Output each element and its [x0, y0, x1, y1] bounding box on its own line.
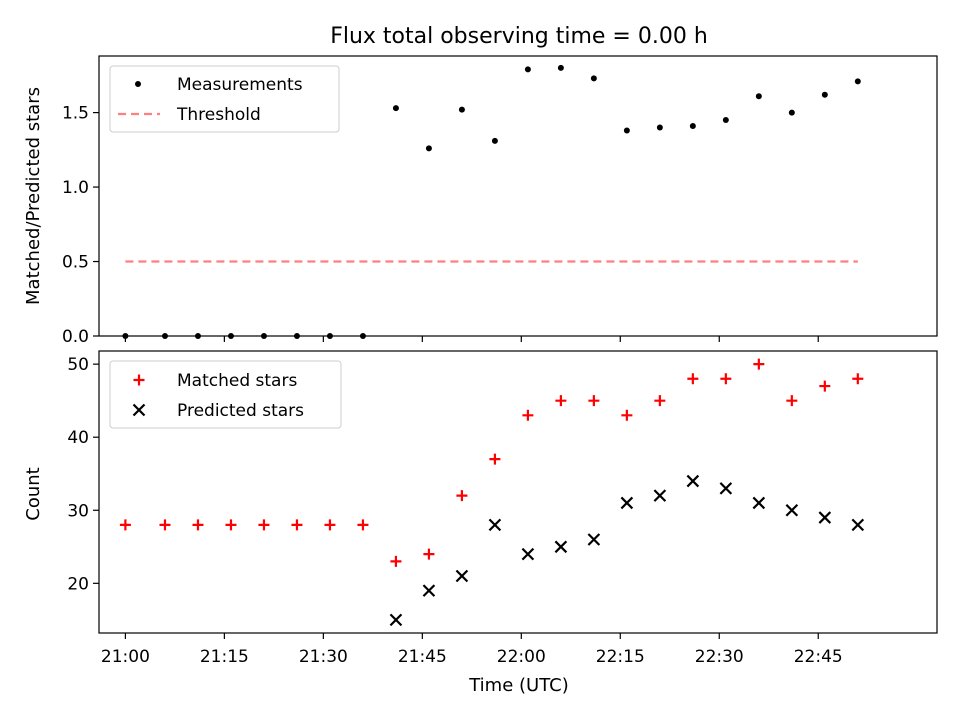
measurement-point: [491, 137, 498, 144]
measurement-point: [293, 333, 300, 339]
measurement-point: [122, 333, 129, 339]
predicted-star-point: [455, 569, 469, 583]
matched-star-point: [324, 519, 336, 531]
matched-star-point: [390, 555, 402, 567]
legend-matched-marker: [133, 374, 145, 386]
predicted-star-point: [422, 584, 436, 597]
top-legend-box: [109, 65, 340, 133]
matched-star-point: [852, 373, 864, 385]
matched-star-point: [489, 453, 501, 465]
bottom-panel: 20 30 40 50 21:00 21:15 21:30 21:45 22:00 22:15 22…: [67, 350, 938, 667]
matched-star-point: [621, 409, 633, 421]
predicted-star-point: [719, 482, 733, 495]
matched-star-point: [588, 395, 600, 407]
measurement-point: [590, 75, 597, 82]
legend-measurements-marker: [135, 81, 141, 87]
measurement-point: [326, 333, 333, 339]
x-tick-label: 21:30: [299, 647, 348, 667]
legend-predicted-marker: [132, 403, 146, 417]
legend-measurements-label: Measurements: [177, 75, 303, 95]
predicted-star-point: [488, 518, 502, 532]
measurement-point: [788, 109, 795, 116]
bottom-plot-frame: [98, 350, 938, 634]
matched-star-point: [522, 409, 534, 421]
predicted-star-point: [554, 540, 568, 554]
measurement-point: [227, 333, 234, 339]
bottom-legend-box: [109, 360, 342, 429]
measurement-point: [755, 93, 762, 100]
bottom-y-tick-label: 30: [67, 501, 89, 521]
top-y-tick-label: 1.0: [62, 178, 89, 198]
measurement-point: [161, 333, 168, 339]
top-y-tick-label: 0.0: [62, 327, 89, 347]
measurement-point: [194, 333, 201, 339]
matched-star-point: [753, 358, 765, 370]
predicted-star-point: [653, 489, 667, 502]
bottom-y-tick-label: 40: [67, 428, 89, 448]
x-tick-label: 22:30: [695, 647, 744, 667]
x-axis-label: Time (UTC): [468, 675, 569, 696]
x-tick-label: 21:45: [398, 647, 447, 667]
matched-star-point: [786, 395, 798, 407]
matched-star-point: [225, 519, 237, 531]
predicted-star-point: [620, 496, 634, 510]
matched-star-point: [192, 519, 204, 531]
predicted-star-point: [785, 503, 799, 517]
matched-star-point: [258, 519, 270, 531]
measurement-point: [689, 123, 696, 129]
bottom-y-axis-label: Count: [23, 467, 44, 520]
predicted-star-point: [818, 511, 832, 524]
predicted-star-point: [521, 547, 535, 561]
x-tick-label: 22:00: [497, 647, 546, 667]
top-panel: 0.0 0.5 1.0 1.5 Measurements Threshold: [62, 55, 938, 347]
measurement-point: [821, 91, 828, 98]
matched-star-point: [819, 380, 831, 392]
matched-star-point: [720, 373, 732, 385]
matched-star-point: [291, 519, 303, 531]
chart-title: Flux total observing time = 0.00 h: [330, 24, 708, 49]
predicted-star-point: [686, 474, 700, 488]
legend-threshold-label: Threshold: [176, 105, 261, 125]
top-legend: Measurements Threshold: [109, 65, 340, 133]
matched-star-point: [119, 519, 131, 531]
measurement-point: [656, 124, 663, 131]
measurement-point: [458, 106, 465, 113]
matched-star-point: [687, 373, 699, 385]
bottom-y-tick-label: 20: [67, 574, 89, 594]
legend-predicted-label: Predicted stars: [177, 401, 304, 421]
matched-star-point: [456, 490, 468, 502]
top-plot-frame: [98, 55, 938, 337]
measurement-point: [425, 145, 432, 152]
matched-star-point: [654, 395, 666, 407]
measurement-point: [524, 66, 531, 73]
predicted-star-point: [752, 496, 766, 510]
matched-star-point: [423, 548, 435, 560]
measurement-point: [854, 78, 861, 85]
predicted-star-point: [587, 533, 601, 546]
top-y-tick-label: 1.5: [62, 104, 89, 124]
x-tick-label: 22:15: [596, 647, 645, 667]
legend-matched-label: Matched stars: [177, 371, 297, 391]
top-y-axis-label: Matched/Predicted stars: [23, 87, 44, 305]
bottom-y-tick-label: 50: [67, 355, 89, 375]
x-tick-label: 21:15: [200, 647, 249, 667]
measurement-point: [722, 117, 729, 124]
predicted-star-point: [389, 613, 403, 627]
bottom-legend: Matched stars Predicted stars: [109, 360, 342, 429]
matched-star-point: [159, 519, 171, 531]
predicted-star-point: [851, 518, 865, 532]
matched-star-point: [357, 519, 369, 531]
measurement-point: [623, 127, 630, 134]
measurement-point: [260, 333, 267, 339]
measurement-point: [392, 105, 399, 112]
top-y-tick-label: 0.5: [62, 253, 89, 273]
x-tick-label: 21:00: [101, 647, 150, 667]
measurement-point: [359, 333, 366, 339]
x-tick-label: 22:45: [794, 647, 843, 667]
measurement-point: [557, 64, 564, 71]
matched-star-point: [555, 395, 567, 407]
